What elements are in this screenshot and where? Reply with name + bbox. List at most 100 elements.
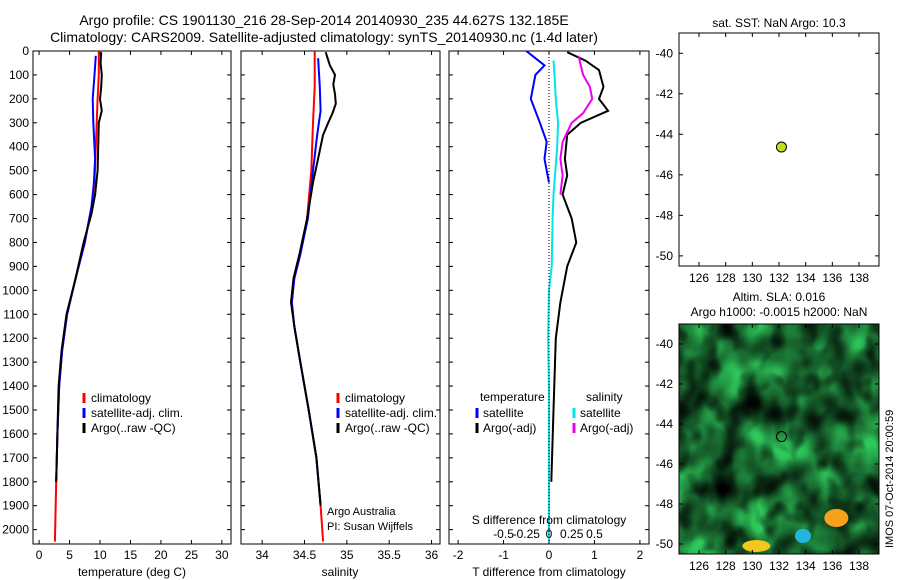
temperature-ytick-label: 300 xyxy=(9,116,29,130)
temperature-ytick-label: 1800 xyxy=(2,475,29,489)
sla-map-ytick-label: -40 xyxy=(656,337,674,351)
figure-title-line1: Argo profile: CS 1901130_216 28-Sep-2014… xyxy=(79,12,569,28)
temperature-ytick-label: 1600 xyxy=(2,427,29,441)
sst-map-title: sat. SST: NaN Argo: 10.3 xyxy=(712,16,846,30)
sla-map-xtick-label: 138 xyxy=(849,559,869,573)
sla-map-xtick-label: 126 xyxy=(689,559,709,573)
difference-legend-label: Argo(-adj) xyxy=(483,421,536,435)
difference-xlabel-top: S difference from climatology xyxy=(472,513,627,527)
temperature-xtick-label: 20 xyxy=(154,548,168,562)
temperature-xtick-label: 10 xyxy=(93,548,107,562)
difference-s-tick-label: 0.25 xyxy=(560,527,584,541)
salinity-legend-label: climatology xyxy=(345,391,405,405)
temperature-ytick-label: 500 xyxy=(9,164,29,178)
sla-map-title-line2: Argo h1000: -0.0015 h2000: NaN xyxy=(691,305,868,319)
temperature-series-argo-raw-qc- xyxy=(55,52,103,482)
salinity-xlabel: salinity xyxy=(322,565,359,579)
temperature-ytick-label: 900 xyxy=(9,259,29,273)
sst-map-xtick-label: 130 xyxy=(742,271,762,285)
sla-map-panel: 126 128 130 132 134 136 138 -40 -42 -44 -46 -48 -50 A… xyxy=(656,290,880,573)
temperature-ytick-label: 1700 xyxy=(2,451,29,465)
temperature-legend-label: satellite-adj. clim. xyxy=(91,406,183,420)
sla-map-ytick-label: -48 xyxy=(656,497,674,511)
sla-map-field-warm-spot xyxy=(824,509,849,527)
sst-map-panel: 126 128 130 132 134 136 138 -40 -42 -44 -46 -48 -50 s… xyxy=(656,16,880,285)
difference-panel: -2 -1 0 1 2 T difference from climatology S di… xyxy=(448,50,650,579)
difference-legend-title: temperature xyxy=(480,390,545,404)
temperature-xtick-label: 25 xyxy=(185,548,199,562)
difference-xtick-label: -2 xyxy=(453,548,464,562)
sst-map-xtick-label: 134 xyxy=(796,271,816,285)
sla-map-field-texture xyxy=(679,324,879,554)
temperature-ytick-label: 600 xyxy=(9,188,29,202)
difference-legend-label: Argo(-adj) xyxy=(580,421,633,435)
temperature-ytick-label: 200 xyxy=(9,92,29,106)
difference-s-tick-label: 0.5 xyxy=(586,527,603,541)
sla-map-field-low xyxy=(679,324,879,554)
temperature-legend-label: climatology xyxy=(91,391,151,405)
salinity-panel: 34 34.5 35 35.5 36 salinity climatologysatelli… xyxy=(240,50,441,579)
sla-map-xtick-label: 136 xyxy=(822,559,842,573)
salinity-xtick-label: 34 xyxy=(255,548,269,562)
sst-map-xtick-label: 138 xyxy=(849,271,869,285)
temperature-ytick-label: 1100 xyxy=(3,307,29,321)
sst-map-xtick-label: 132 xyxy=(769,271,789,285)
sla-map-xtick-label: 132 xyxy=(769,559,789,573)
figure-title-line2: Climatology: CARS2009. Satellite-adjuste… xyxy=(50,29,598,45)
timestamp-stamp: IMOS 07-Oct-2014 20:00:59 xyxy=(884,409,896,548)
sla-map-ytick-label: -46 xyxy=(656,457,674,471)
difference-legend-label: satellite xyxy=(483,406,524,420)
temperature-ytick-label: 0 xyxy=(22,44,29,58)
temperature-ytick-label: 2000 xyxy=(2,523,29,537)
temperature-ytick-label: 800 xyxy=(9,235,29,249)
difference-s-tick-label: -0.25 xyxy=(513,527,541,541)
sla-map-field-cool-spot xyxy=(795,529,811,543)
sla-map-xtick-label: 134 xyxy=(796,559,816,573)
sst-map-ytick-label: -40 xyxy=(656,46,674,60)
credit-line2: PI: Susan Wijffels xyxy=(327,521,413,533)
difference-xtick-label: 1 xyxy=(591,548,598,562)
salinity-frame xyxy=(240,50,441,545)
salinity-xtick-label: 35 xyxy=(340,548,354,562)
sst-map-xtick-label: 128 xyxy=(716,271,736,285)
temperature-ytick-label: 700 xyxy=(9,212,29,226)
sst-map-ytick-label: -48 xyxy=(656,208,674,222)
sla-map-ytick-label: -50 xyxy=(656,537,674,551)
credit-line1: Argo Australia xyxy=(327,506,396,518)
temperature-panel: 0 5 10 15 20 25 300100200300400500600700800900… xyxy=(2,44,232,579)
temperature-frame xyxy=(32,50,232,545)
difference-s-tick-label: 0 xyxy=(546,527,553,541)
temperature-ytick-label: 1000 xyxy=(2,283,29,297)
temperature-ytick-label: 400 xyxy=(9,140,29,154)
sla-map-argo-position-marker xyxy=(775,431,787,443)
difference-legend-title: salinity xyxy=(586,390,623,404)
temperature-xtick-label: 0 xyxy=(36,548,43,562)
salinity-series-argo-raw-qc- xyxy=(289,51,337,506)
difference-xtick-label: 0 xyxy=(546,548,553,562)
salinity-legend-label: Argo(..raw -QC) xyxy=(345,421,430,435)
temperature-ytick-label: 1300 xyxy=(2,355,29,369)
temperature-ytick-label: 100 xyxy=(9,68,29,82)
salinity-xtick-label: 36 xyxy=(425,548,439,562)
temperature-ytick-label: 1400 xyxy=(2,379,29,393)
temperature-ytick-label: 1500 xyxy=(2,403,29,417)
sst-map-ytick-label: -42 xyxy=(656,87,674,101)
temperature-ytick-label: 1200 xyxy=(2,331,29,345)
difference-legend-label: satellite xyxy=(580,406,621,420)
sst-map-ytick-label: -50 xyxy=(656,249,674,263)
difference-series-salinity-argo-adj- xyxy=(559,55,594,195)
sst-map-ytick-label: -46 xyxy=(656,168,674,182)
temperature-ytick-label: 1900 xyxy=(2,499,29,513)
temperature-legend-label: Argo(..raw -QC) xyxy=(91,421,176,435)
salinity-legend-label: satellite-adj. clim. xyxy=(345,406,437,420)
sla-map-title-line1: Altim. SLA: 0.016 xyxy=(733,290,826,304)
sla-map-xtick-label: 128 xyxy=(716,559,736,573)
temperature-xlabel: temperature (deg C) xyxy=(78,565,186,579)
difference-series-temperature-satellite xyxy=(525,50,550,183)
sst-map-xtick-label: 136 xyxy=(822,271,842,285)
sst-map-ytick-label: -44 xyxy=(656,127,674,141)
difference-xtick-label: 2 xyxy=(637,548,644,562)
salinity-xtick-label: 35.5 xyxy=(378,548,402,562)
temperature-xtick-label: 5 xyxy=(66,548,73,562)
